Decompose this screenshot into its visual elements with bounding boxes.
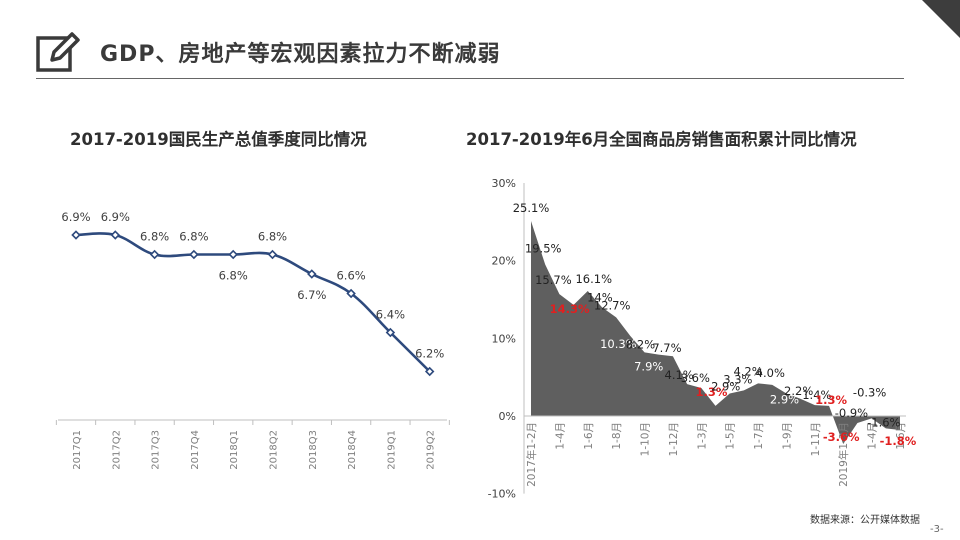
housing-data-label: 4.2% [733, 364, 762, 378]
housing-x-tick-label: 2019年1-2月 [837, 422, 850, 487]
gdp-series-line [75, 232, 431, 373]
housing-area-series [531, 221, 900, 444]
housing-data-label: 3.3% [723, 372, 752, 386]
gdp-point [71, 230, 81, 240]
gdp-data-label: 6.6% [336, 269, 365, 283]
gdp-x-tick-label: 2017Q3 [151, 430, 162, 470]
housing-data-label: 4.1% [665, 368, 694, 382]
title-divider [36, 78, 904, 79]
housing-data-label: 25.1% [513, 201, 550, 215]
gdp-x-tick-label: 2018Q3 [308, 430, 319, 470]
gdp-point [267, 249, 278, 260]
gdp-chart-title: 2017-2019国民生产总值季度同比情况 [70, 130, 367, 149]
corner-decoration [922, 0, 960, 38]
gdp-data-label: 6.8% [140, 230, 169, 244]
highlighted-data-label: -3.6% [823, 430, 860, 444]
housing-data-label: -0.3% [853, 385, 886, 399]
gdp-point [228, 249, 238, 260]
y-tick-label: 20% [492, 255, 516, 268]
housing-x-tick-label: 1-6月 [583, 422, 595, 450]
gdp-point [307, 269, 317, 279]
highlighted-data-label: -1.8% [880, 434, 917, 448]
housing-data-label: 2.9% [711, 379, 740, 393]
gdp-x-tick-label: 2018Q4 [347, 430, 358, 470]
data-source-note: 数据来源：公开媒体数据 [810, 515, 920, 526]
housing-x-tick-label: 1-4月 [554, 422, 566, 450]
gdp-point [385, 327, 396, 338]
housing-data-label: 12.7% [594, 298, 631, 312]
gdp-data-label: 6.8% [219, 269, 248, 283]
housing-x-tick-label: 2017年1-2月 [525, 422, 538, 487]
gdp-data-label: 6.7% [297, 288, 326, 302]
housing-data-label: 14% [587, 290, 613, 304]
housing-x-tick-label: 1-9月 [781, 422, 793, 450]
housing-x-tick-label: 1-12月 [668, 422, 680, 456]
page-title: GDP、房地产等宏观因素拉力不断减弱 [100, 42, 501, 67]
gdp-point [110, 230, 121, 240]
housing-x-tick-label: 1-3月 [696, 422, 708, 450]
gdp-data-label: 6.8% [179, 230, 208, 244]
gdp-x-tick-label: 2019Q2 [426, 430, 437, 470]
housing-x-tick-label: 1-10月 [640, 422, 652, 456]
gdp-data-label: 6.9% [61, 210, 90, 224]
housing-data-label: 10.3% [600, 337, 637, 351]
gdp-point [424, 366, 435, 377]
housing-x-tick-label: 1-4月 [867, 422, 879, 450]
highlighted-data-label: 14.3% [550, 302, 590, 316]
gdp-x-tick-label: 2019Q1 [386, 430, 397, 470]
gdp-data-label: 6.2% [415, 347, 444, 361]
page-number: -3- [930, 524, 944, 535]
housing-data-label: -0.9% [835, 406, 868, 420]
edit-icon [36, 32, 80, 72]
gdp-x-tick-label: 2018Q1 [229, 430, 240, 470]
housing-data-label: 16.1% [575, 272, 612, 286]
highlighted-data-label: 1.3% [696, 385, 728, 399]
housing-data-label: 15.7% [535, 273, 572, 287]
gdp-data-label: 6.8% [258, 230, 287, 244]
housing-x-tick-label: 1-7月 [753, 422, 765, 450]
housing-x-tick-label: 1-8月 [611, 422, 623, 450]
housing-data-label: 4.0% [756, 366, 785, 380]
gdp-x-tick-label: 2017Q1 [72, 430, 83, 470]
housing-data-label: 1.4% [802, 388, 831, 402]
housing-data-label: 7.7% [652, 341, 681, 355]
housing-chart-title: 2017-2019年6月全国商品房销售面积累计同比情况 [466, 130, 857, 149]
housing-data-label: 2.9% [770, 392, 799, 406]
y-tick-label: -10% [488, 488, 516, 501]
housing-x-tick-label: 1-11月 [810, 422, 822, 456]
housing-x-tick-label: 1-5月 [725, 422, 737, 450]
gdp-point [346, 288, 356, 299]
y-tick-label: 30% [492, 177, 516, 190]
housing-data-label: 8.2% [626, 337, 655, 351]
gdp-point [189, 249, 199, 260]
housing-data-label: 2.2% [784, 384, 813, 398]
housing-data-label: -1.6% [867, 415, 900, 429]
housing-data-label: 19.5% [525, 242, 562, 256]
y-tick-label: 10% [492, 332, 516, 345]
gdp-data-label: 6.9% [101, 210, 130, 224]
gdp-x-tick-label: 2017Q4 [190, 430, 201, 470]
housing-data-label: 7.9% [634, 360, 663, 374]
highlighted-data-label: 1.3% [815, 393, 847, 407]
housing-data-label: 3.6% [681, 371, 710, 385]
gdp-x-tick-label: 2017Q2 [111, 430, 122, 470]
gdp-x-tick-label: 2018Q2 [269, 430, 280, 470]
housing-x-tick-label: 1-6月 [895, 422, 907, 450]
y-tick-label: 0% [499, 410, 516, 423]
gdp-point [149, 249, 160, 260]
gdp-data-label: 6.4% [376, 308, 405, 322]
